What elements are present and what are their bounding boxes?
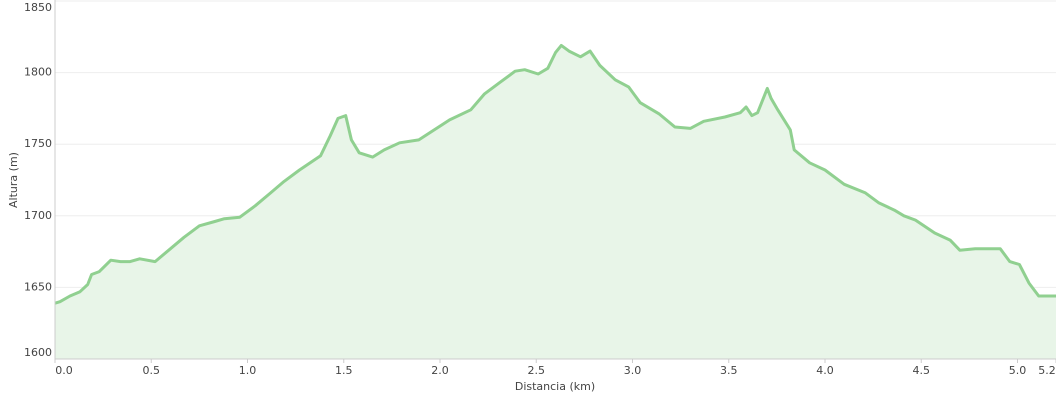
elevation-line — [54, 43, 1056, 305]
x-tick-label: 2.5 — [528, 364, 546, 377]
x-tick-label: 5.0 — [1009, 364, 1027, 377]
x-tick-label: 1.0 — [239, 364, 257, 377]
x-tick-label: 1.5 — [335, 364, 353, 377]
y-tick-label: 1800 — [24, 66, 52, 79]
x-tick-label: 0.0 — [55, 364, 73, 377]
x-tick-label: 5.2 — [1038, 364, 1056, 377]
x-tick-label: 3.5 — [720, 364, 738, 377]
x-tick-label: 4.0 — [816, 364, 834, 377]
x-tick-label: 4.5 — [913, 364, 931, 377]
y-tick-label: 1750 — [24, 137, 52, 150]
x-tick-label: 3.0 — [624, 364, 642, 377]
y-tick-label: 1850 — [24, 1, 52, 14]
y-tick-label: 1600 — [24, 346, 52, 359]
y-axis-title: Altura (m) — [7, 152, 20, 208]
x-tick-label: 0.5 — [143, 364, 161, 377]
x-axis-title: Distancia (km) — [515, 380, 595, 393]
y-tick-label: 1700 — [24, 209, 52, 222]
area-fill — [55, 45, 1056, 360]
x-tick-label: 2.0 — [431, 364, 449, 377]
y-tick-label: 1650 — [24, 280, 52, 293]
